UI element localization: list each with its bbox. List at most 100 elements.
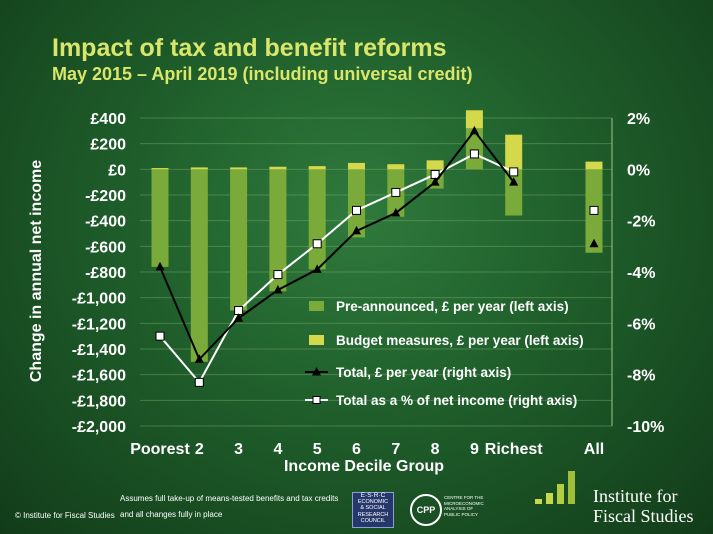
bar-budget-measures: [387, 164, 405, 170]
left-axis-tick-label: -£800: [85, 265, 126, 282]
right-axis-tick-label: -4%: [627, 265, 655, 282]
series-total-point: [273, 284, 283, 294]
ifs-logo-line-2: Fiscal Studies: [593, 506, 694, 526]
right-axis-tick-label: -8%: [627, 368, 655, 385]
bar-budget-measures: [465, 110, 483, 129]
series-lines: [155, 125, 599, 387]
footnote-line-2: and all changes fully in place: [120, 510, 223, 519]
ifs-logo-line-1: Institute for: [593, 486, 678, 506]
right-axis-tick-label: -2%: [627, 214, 655, 231]
bar-budget-measures: [505, 134, 523, 170]
legend-swatch: [309, 301, 324, 311]
series-pct-income-point: [391, 187, 401, 197]
bar-budget-measures: [269, 166, 287, 170]
bars: [151, 110, 603, 362]
bar-budget-measures: [230, 167, 248, 170]
series-pct-income-line: [159, 152, 515, 385]
cpp-logo-circle: CPP: [410, 494, 442, 526]
series-pct-income-point: [352, 205, 361, 215]
esrc-logo-line-1: E·S·R·C: [360, 492, 386, 499]
series-total-point: [589, 238, 599, 248]
left-axis-tick-label: -£1,000: [72, 291, 126, 308]
x-axis-tick-label: All: [584, 441, 604, 458]
series-total-point: [469, 125, 479, 135]
cpp-logo-line-4: PUBLIC POLICY: [444, 511, 479, 517]
series-pct-income-point: [312, 239, 322, 249]
left-axis-tick-label: £0: [108, 162, 126, 179]
ifs-logo-bars: [535, 471, 575, 504]
bar-budget-measures: [151, 168, 169, 170]
series-total-point: [352, 225, 361, 235]
bar-pre-announced: [465, 128, 483, 170]
esrc-logo-line-2: ECONOMIC: [357, 499, 389, 506]
left-axis-tick-label: £200: [90, 137, 126, 154]
copyright: © Institute for Fiscal Studies: [15, 511, 115, 520]
legend-label: Budget measures, £ per year (left axis): [336, 333, 584, 348]
legend-swatch: [309, 335, 324, 345]
esrc-logo: E·S·R·C ECONOMIC & SOCIAL RESEARCH COUNC…: [352, 492, 394, 528]
series-pct-income-point: [469, 149, 479, 159]
legend: Pre-announced, £ per year (left axis) Bud…: [305, 299, 584, 408]
bar-pre-announced: [190, 169, 208, 362]
bar-budget-measures: [585, 161, 603, 170]
left-axis-tick-label: -£600: [85, 239, 126, 256]
series-total-point: [155, 261, 165, 271]
esrc-logo-line-3: & SOCIAL: [360, 505, 386, 512]
left-axis-tick-label: -£2,000: [72, 419, 126, 436]
bar-pre-announced: [269, 169, 287, 292]
series-total-point: [391, 207, 401, 217]
cpp-logo-line-2: MICROECONOMIC: [444, 500, 484, 506]
x-axis-tick-label: 8: [431, 441, 440, 458]
y-axis-title: Change in annual net income: [28, 160, 45, 382]
cpp-logo: CPP CENTRE FOR THE MICROECONOMIC ANALYSI…: [410, 494, 500, 526]
bar-budget-measures: [308, 166, 326, 170]
series-pct-income-point: [194, 377, 204, 387]
cpp-logo-line-1: CENTRE FOR THE: [444, 495, 484, 500]
x-axis-tick-label: 7: [391, 441, 400, 458]
right-axis-tick-label: -6%: [627, 316, 655, 333]
left-axis-tick-label: -£1,600: [72, 368, 126, 385]
x-axis-tick-label: 5: [313, 441, 322, 458]
bar-pre-announced: [151, 169, 169, 267]
ifs-logo-text: Institute for Fiscal Studies: [593, 486, 694, 526]
x-axis-tick-label: 4: [273, 441, 282, 458]
footnote-line-1: Assumes full take-up of means-tested ben…: [120, 494, 339, 503]
bar-budget-measures: [348, 162, 365, 170]
legend-marker: [312, 367, 321, 376]
right-axis-tick-label: 0%: [627, 162, 650, 179]
legend-marker: [312, 396, 321, 404]
series-pct-income-point: [509, 167, 519, 177]
x-axis-tick-label: Poorest: [130, 441, 190, 458]
left-axis-tick-label: -£1,800: [72, 393, 126, 410]
legend-label: Total as a % of net income (right axis): [336, 393, 577, 408]
x-axis-tick-label: 9: [470, 441, 479, 458]
series-pct-income-point: [155, 331, 165, 341]
bar-pre-announced: [308, 169, 326, 270]
x-axis-tick-label: 3: [234, 441, 243, 458]
left-axis-tick-label: -£1,200: [72, 316, 126, 333]
series-pct-income-point: [589, 205, 599, 215]
left-axis-tick-label: -£200: [85, 188, 126, 205]
bar-pre-announced: [505, 169, 523, 216]
bar-budget-measures: [190, 167, 208, 170]
legend-label: Pre-announced, £ per year (left axis): [336, 299, 569, 314]
chart-subtitle: May 2015 – April 2019 (including univers…: [52, 64, 473, 84]
right-axis-ticks: 2% 0% -2% -4% -6% -8% -10%: [627, 111, 664, 436]
bar-budget-measures: [426, 160, 444, 170]
x-axis-tick-label: Richest: [485, 441, 543, 458]
esrc-logo-line-4: RESEARCH: [357, 511, 389, 518]
series-total-point: [312, 264, 322, 273]
series-total-point: [194, 354, 204, 363]
bar-pre-announced: [230, 169, 248, 311]
series-total-point: [509, 177, 519, 186]
bar-pre-announced: [348, 169, 365, 238]
series-pct-income-point: [273, 270, 283, 280]
series-total-line: [159, 129, 515, 362]
left-axis-tick-label: -£1,400: [72, 342, 126, 359]
left-axis-tick-label: £400: [90, 111, 126, 128]
legend-label: Total, £ per year (right axis): [336, 365, 511, 380]
x-axis-ticks: Poorest 2 3 4 5 6 7 8 9 Richest All: [130, 441, 604, 458]
series-total-point: [234, 313, 244, 322]
right-axis-tick-label: 2%: [627, 111, 650, 128]
left-axis-ticks: £400 £200 £0 -£200 -£400 -£600 -£800 -£1,000 -£1…: [72, 111, 126, 436]
